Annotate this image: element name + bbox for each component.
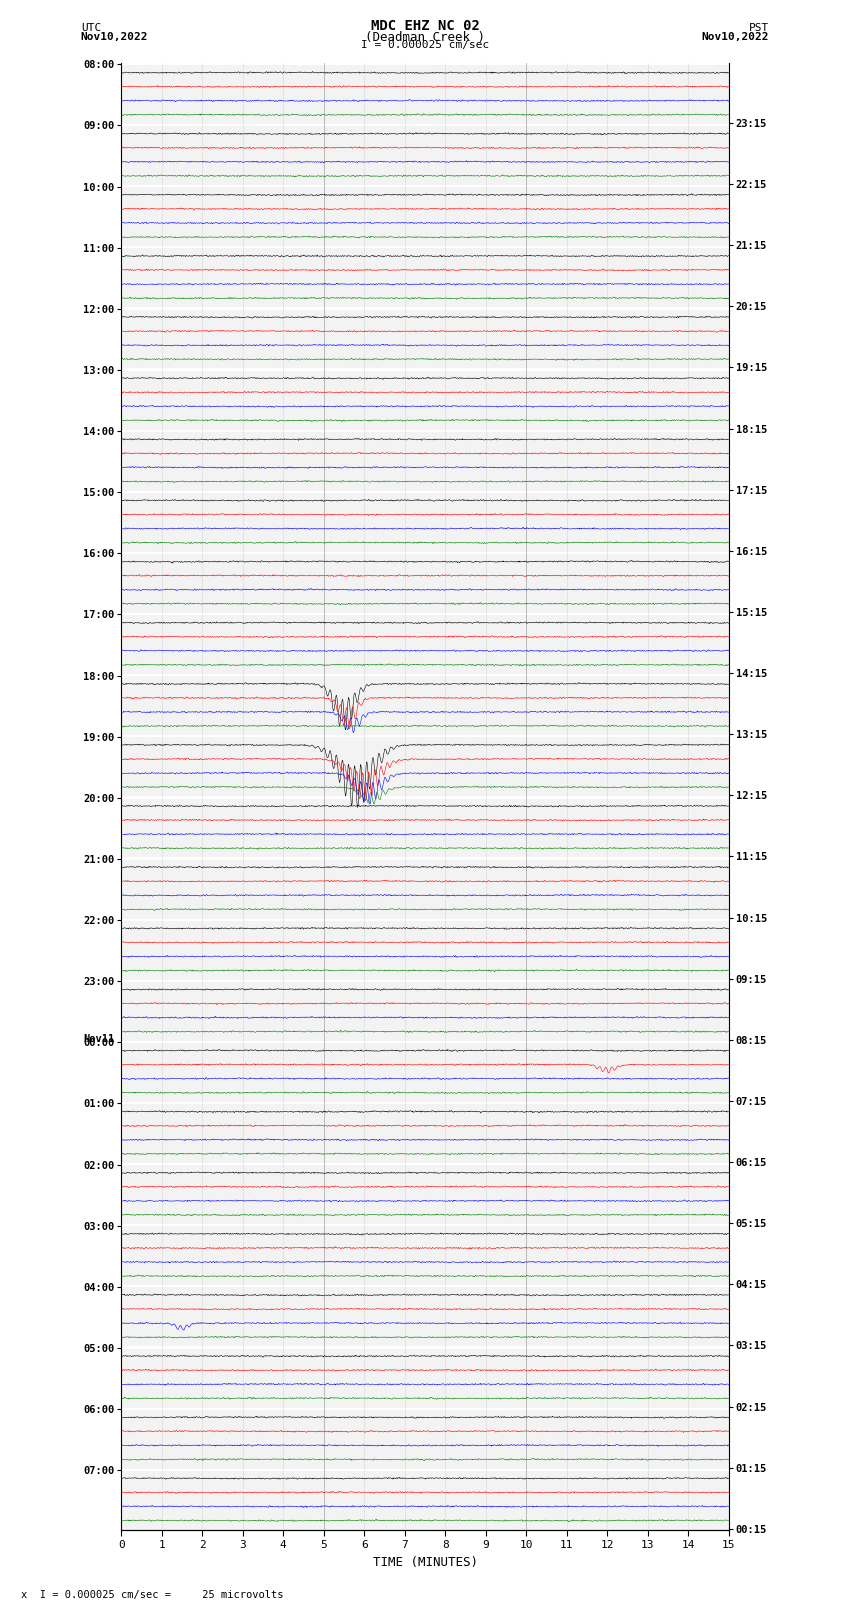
- Bar: [122, 1226, 728, 1286]
- Bar: [122, 1287, 728, 1347]
- Text: PST: PST: [749, 23, 769, 32]
- Bar: [122, 553, 728, 613]
- Bar: [122, 1410, 728, 1468]
- Text: UTC: UTC: [81, 23, 101, 32]
- Bar: [122, 860, 728, 918]
- Bar: [122, 126, 728, 185]
- Bar: [122, 432, 728, 490]
- Bar: [122, 737, 728, 797]
- Bar: [122, 982, 728, 1040]
- Text: Nov10,2022: Nov10,2022: [702, 32, 769, 42]
- Bar: [122, 248, 728, 308]
- Bar: [122, 1105, 728, 1163]
- Bar: [122, 310, 728, 368]
- Bar: [122, 798, 728, 858]
- Bar: [122, 187, 728, 247]
- Text: Nov10,2022: Nov10,2022: [81, 32, 148, 42]
- Text: Nov11: Nov11: [83, 1034, 114, 1044]
- Bar: [122, 65, 728, 124]
- Bar: [122, 676, 728, 736]
- Bar: [122, 1348, 728, 1408]
- X-axis label: TIME (MINUTES): TIME (MINUTES): [372, 1557, 478, 1569]
- Bar: [122, 494, 728, 552]
- Bar: [122, 921, 728, 979]
- Bar: [122, 1165, 728, 1224]
- Text: MDC EHZ NC 02: MDC EHZ NC 02: [371, 19, 479, 34]
- Bar: [122, 615, 728, 674]
- Bar: [122, 1471, 728, 1529]
- Text: (Deadman Creek ): (Deadman Creek ): [365, 31, 485, 44]
- Bar: [122, 1044, 728, 1102]
- Bar: [122, 371, 728, 429]
- Text: I = 0.000025 cm/sec: I = 0.000025 cm/sec: [361, 40, 489, 50]
- Text: x  I = 0.000025 cm/sec =     25 microvolts: x I = 0.000025 cm/sec = 25 microvolts: [21, 1590, 284, 1600]
